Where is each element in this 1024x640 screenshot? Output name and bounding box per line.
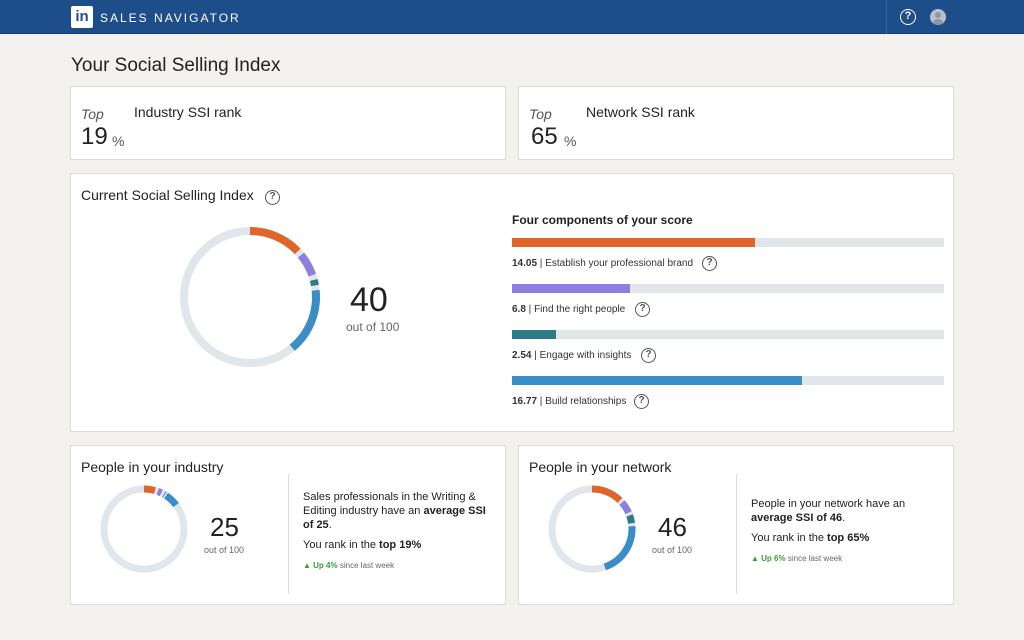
donut-segment [603,525,636,571]
industry-title: People in your industry [81,459,224,475]
network-card: People in your network [518,445,954,605]
help-icon[interactable]: ? [634,394,649,409]
component-bar-people [512,284,944,293]
industry-rank-card: Top 19 % Industry SSI rank [70,86,506,160]
network-out-of: out of 100 [652,545,693,555]
rank-text: You rank in the [303,539,380,551]
card-divider [736,474,737,594]
industry-description: Sales professionals in the Writing & Edi… [303,490,493,532]
network-rank-card: Top 65 % Network SSI rank [518,86,954,160]
network-change: ▲ Up 6% since last week [751,554,842,563]
industry-rank-label: Industry SSI rank [134,104,242,120]
component-bar-fill [512,330,556,339]
help-icon[interactable]: ? [641,348,656,363]
help-icon[interactable]: ? [635,302,650,317]
donut-segment [626,514,636,524]
page-title: Your Social Selling Index [71,55,281,76]
header-divider [886,0,887,34]
change-suffix: since last week [787,554,843,563]
top-bar: in SALES NAVIGATOR ? [0,0,1024,34]
component-name: Find the right people [534,304,626,315]
desc-text: People in your network have an [751,498,906,510]
network-rank-label: Network SSI rank [586,104,695,120]
industry-donut [100,485,188,573]
component-label-people: 6.8 | Find the right people [512,304,626,315]
current-ssi-title: Current Social Selling Index [81,187,254,203]
component-bar-fill [512,284,630,293]
help-icon[interactable]: ? [265,190,280,205]
desc-bold: average SSI of 46 [751,512,843,524]
current-ssi-card: Current Social Selling Index ? [70,173,954,432]
percent-sign: % [564,133,577,149]
network-rank-text: You rank in the top 65% [751,531,869,545]
component-bar-fill [512,238,755,247]
change-value: Up 4% [313,561,338,570]
donut-segment [249,227,301,255]
component-value: 2.54 [512,350,532,361]
donut-segment [143,485,156,494]
component-label-insights: 2.54 | Engage with insights [512,350,632,361]
industry-rank-value: 19 [81,123,108,150]
industry-card: People in your industry [70,445,506,605]
industry-out-of: out of 100 [204,545,245,555]
rank-text: You rank in the [751,532,828,544]
avatar-icon[interactable] [930,9,946,25]
network-rank-value: 65 [531,123,558,150]
change-value: Up 6% [761,554,786,563]
current-ssi-donut [180,227,320,367]
donut-segment [309,278,319,287]
help-icon[interactable]: ? [702,256,717,271]
industry-rank-text: You rank in the top 19% [303,538,421,552]
component-value: 6.8 [512,304,526,315]
component-bar-insights [512,330,944,339]
component-value: 16.77 [512,396,538,407]
donut-segment [591,485,623,503]
donut-segment [619,500,632,515]
desc-end: . [328,519,332,531]
change-suffix: since last week [339,561,395,570]
card-divider [288,474,289,594]
components-title: Four components of your score [512,213,693,227]
donut-segment [289,289,320,351]
industry-score: 25 [210,512,239,542]
donut-segment [164,492,179,508]
component-name: Engage with insights [539,350,632,361]
current-ssi-score: 40 [350,281,388,319]
brand-name[interactable]: SALES NAVIGATOR [100,11,241,25]
desc-bold: average SSI of 25 [303,505,486,531]
rank-bold: top 19% [379,539,422,551]
industry-change: ▲ Up 4% since last week [303,561,394,570]
network-description: People in your network have an average S… [751,497,941,525]
component-bar-fill [512,376,802,385]
component-label-brand: 14.05 | Establish your professional bran… [512,258,694,269]
component-name: Build relationships [545,396,627,407]
linkedin-logo[interactable]: in [71,6,93,28]
current-ssi-out-of: out of 100 [346,320,400,334]
desc-text: Sales professionals in the Writing & Edi… [303,491,476,517]
up-arrow-icon: ▲ [751,554,759,563]
percent-sign: % [112,133,125,149]
donut-segment [156,488,163,497]
network-donut [548,485,636,573]
up-arrow-icon: ▲ [303,561,311,570]
desc-end: . [842,512,846,524]
component-value: 14.05 [512,258,538,269]
component-bar-brand [512,238,944,247]
top-label: Top [529,106,552,122]
top-label: Top [81,106,104,122]
network-title: People in your network [529,459,672,475]
donut-segment [297,252,317,277]
component-label-relationships: 16.77 | Build relationships [512,396,627,407]
rank-bold: top 65% [827,532,870,544]
network-score: 46 [658,512,687,542]
help-icon[interactable]: ? [900,9,916,25]
component-bar-relationships [512,376,944,385]
component-name: Establish your professional brand [545,258,694,269]
